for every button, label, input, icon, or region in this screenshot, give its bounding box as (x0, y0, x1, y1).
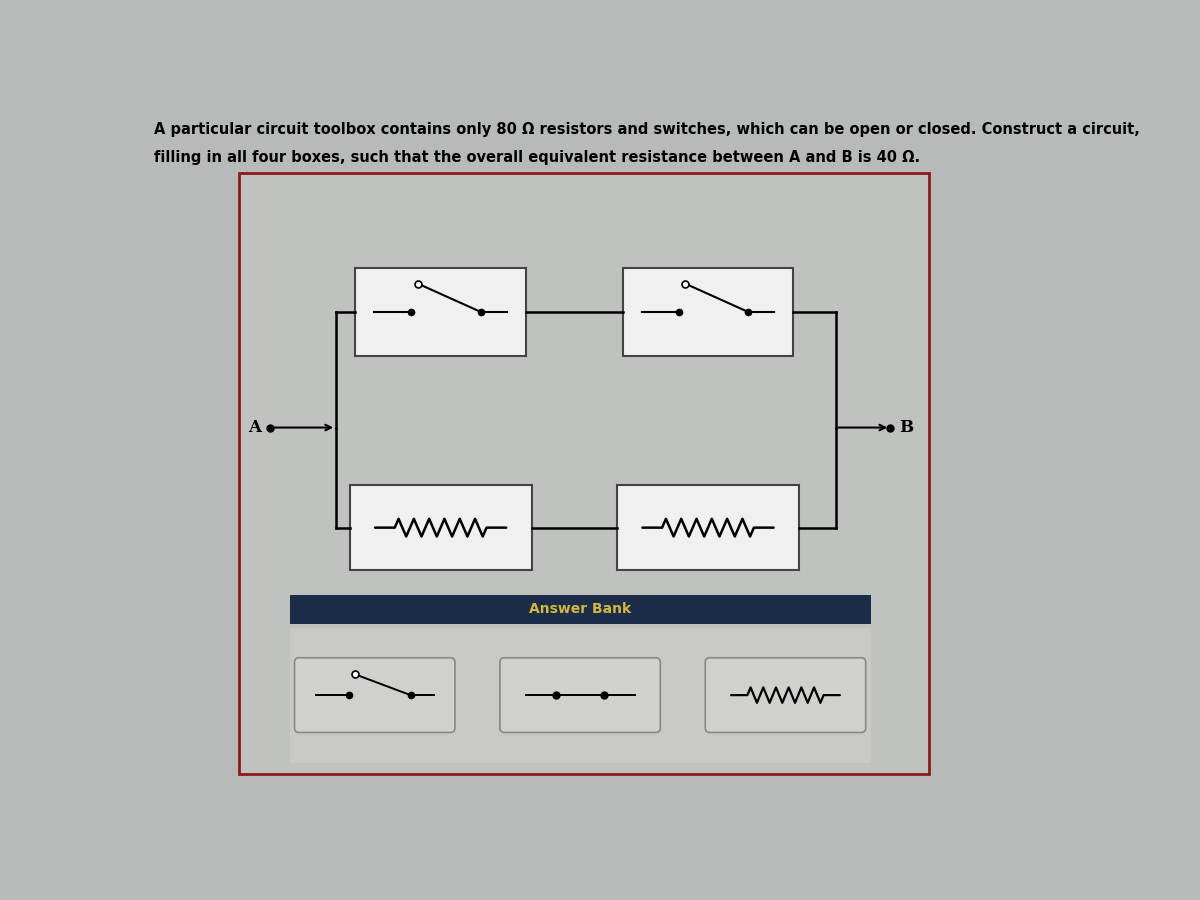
FancyBboxPatch shape (500, 658, 660, 733)
Bar (289, 595, 871, 624)
Bar (289, 628, 871, 762)
Text: filling in all four boxes, such that the overall equivalent resistance between A: filling in all four boxes, such that the… (154, 150, 920, 166)
FancyBboxPatch shape (355, 268, 526, 356)
Text: A particular circuit toolbox contains only 80 Ω resistors and switches, which ca: A particular circuit toolbox contains on… (154, 122, 1140, 137)
FancyBboxPatch shape (294, 658, 455, 733)
FancyBboxPatch shape (617, 485, 799, 570)
Text: A: A (248, 419, 260, 436)
FancyBboxPatch shape (706, 658, 865, 733)
FancyBboxPatch shape (239, 174, 929, 774)
FancyBboxPatch shape (623, 268, 793, 356)
Text: B: B (900, 419, 913, 436)
FancyBboxPatch shape (349, 485, 532, 570)
Text: Answer Bank: Answer Bank (529, 602, 631, 616)
